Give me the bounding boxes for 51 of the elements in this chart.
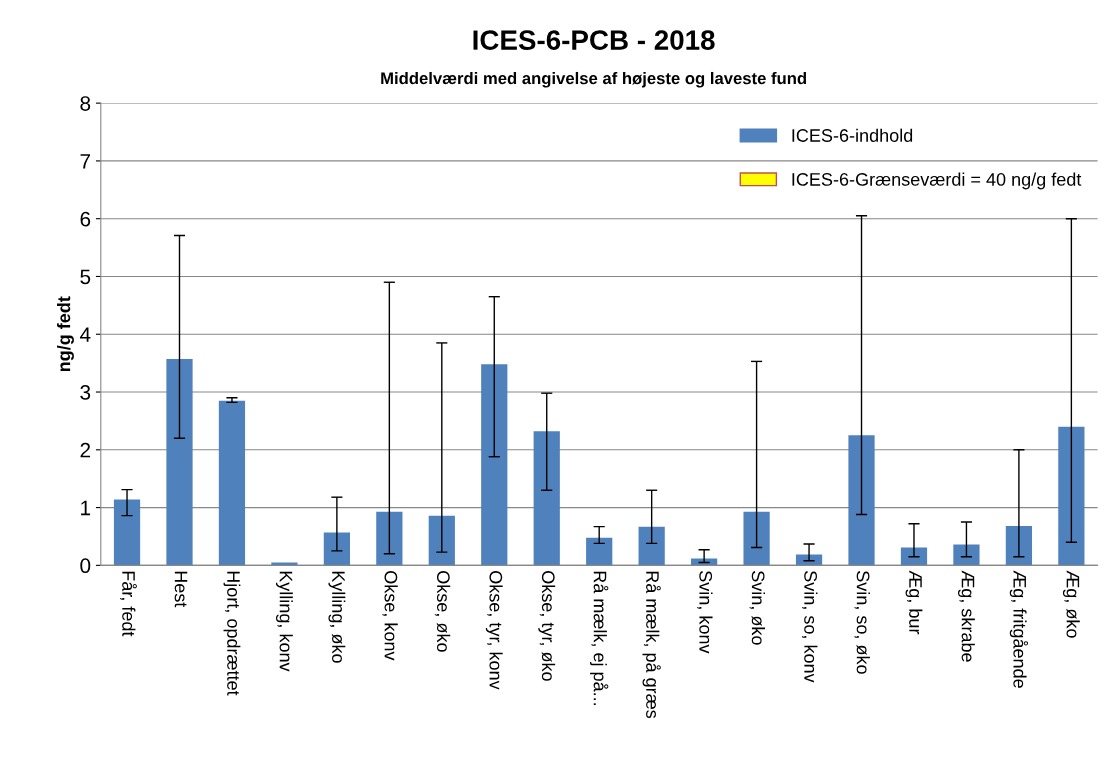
- bar: [376, 511, 403, 566]
- x-tick-label: Svin, so, konv: [802, 571, 818, 683]
- y-tick-label: 0: [80, 558, 91, 574]
- chart-subtitle: Middelværdi med angivelse af højeste og laveste fund: [381, 71, 806, 88]
- y-tick-label: 3: [80, 385, 91, 400]
- bar: [795, 554, 823, 566]
- x-tick-label: Æg, bur: [905, 570, 923, 635]
- bar: [953, 544, 980, 566]
- y-tick-label: 8: [80, 96, 91, 111]
- bar: [848, 435, 875, 566]
- y-axis-title: ng/g fedt: [57, 296, 74, 372]
- x-tick-label: Hest: [174, 571, 188, 608]
- bar: [428, 515, 455, 566]
- bar: [323, 532, 350, 566]
- bar: [533, 431, 560, 566]
- y-tick-label: 1: [81, 500, 91, 516]
- x-tick-label: Svin, øko: [749, 571, 766, 645]
- bar: [271, 562, 298, 566]
- x-tick-label: Kylling, øko: [328, 571, 346, 663]
- x-tick-label: Okse, tyr, konv: [485, 571, 503, 690]
- x-tick-label: Æg, øko: [1062, 570, 1080, 638]
- y-tick-label: 5: [80, 269, 91, 285]
- chart-title: ICES-6-PCB - 2018: [473, 30, 715, 50]
- y-tick-label: 7: [80, 154, 91, 169]
- x-tick-label: Rå mælk, ej på...: [590, 571, 609, 706]
- x-tick-label: Svin, konv: [697, 571, 713, 654]
- bar: [586, 537, 613, 566]
- y-tick-label: 2: [80, 442, 91, 458]
- x-tick-label: Rå mælk, på græs: [642, 571, 661, 719]
- x-tick-label: Okse, øko: [434, 571, 451, 652]
- bar: [166, 359, 193, 566]
- y-tick-label: 6: [80, 211, 91, 227]
- x-tick-label: Okse, konv: [382, 571, 398, 661]
- legend-label: ICES-6-indhold: [792, 128, 913, 142]
- x-tick-label: Får, fedt: [120, 571, 137, 637]
- bar: [900, 547, 928, 566]
- bar: [481, 364, 508, 566]
- x-tick-label: Æg, fritgående: [1009, 570, 1029, 688]
- bar: [113, 499, 141, 566]
- x-tick-label: Svin, so, øko: [854, 571, 870, 674]
- bar: [1058, 426, 1085, 566]
- x-tick-label: Hjort, opdrættet: [223, 571, 241, 696]
- bar: [218, 400, 246, 566]
- x-tick-label: Æg, skrabe: [958, 570, 975, 662]
- legend-label: ICES-6-Grænseværdi = 40 ng/g fedt: [792, 172, 1082, 190]
- x-tick-label: Kylling, konv: [276, 571, 293, 672]
- bar: [743, 511, 770, 566]
- y-tick-label: 4: [79, 327, 91, 342]
- x-tick-label: Okse, tyr, øko: [538, 571, 556, 681]
- bar: [638, 526, 665, 566]
- bar: [1005, 526, 1033, 566]
